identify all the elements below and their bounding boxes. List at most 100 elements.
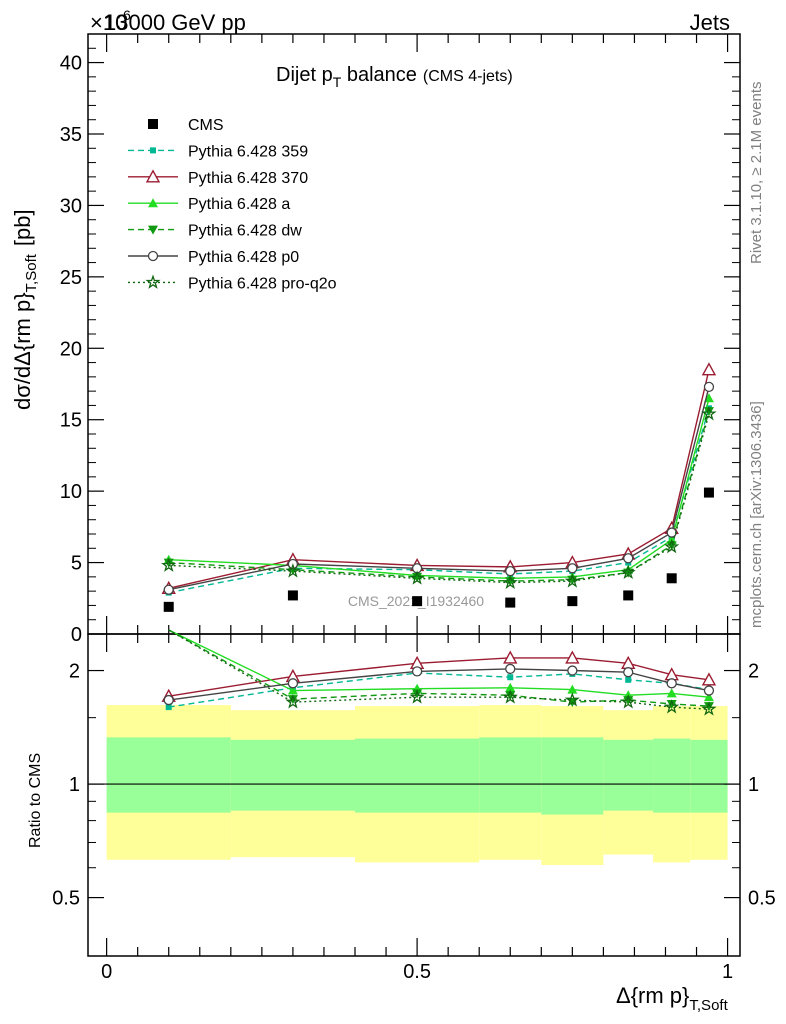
main-y-tick-label: 35 [60, 124, 82, 146]
ratio-series-point [664, 699, 680, 714]
ratio-series-point [412, 689, 423, 699]
series-point [703, 407, 714, 417]
ratio-series-point [503, 650, 518, 664]
series-point [703, 381, 715, 393]
ratio-series-point [666, 688, 677, 698]
series-point [412, 572, 423, 582]
legend-label: CMS [188, 117, 224, 134]
legend-label: Pythia 6.428 370 [188, 170, 308, 187]
ratio-series-point [165, 704, 172, 711]
ratio-series-point [507, 674, 514, 681]
series-point [502, 574, 518, 590]
series-point [664, 538, 680, 554]
main-y-axis: 0 5 10 15 20 25 30 35 40 [60, 47, 740, 646]
ratio-y-tick-label: 0.5 [52, 888, 80, 910]
main-x-axis [106, 34, 729, 634]
cms-data-point [666, 573, 677, 584]
x-tick-label: 0 [101, 961, 112, 983]
cms-data-group [163, 487, 714, 612]
ratio-series-point [409, 689, 425, 704]
ratio-series-point [703, 692, 714, 702]
ratio-y-tick-label: 2 [69, 661, 80, 683]
ratio-series-point [163, 694, 174, 706]
legend-label: Pythia 6.428 pro-q2o [188, 275, 337, 292]
series-line [168, 408, 710, 594]
inner-band [230, 739, 356, 811]
series-point [666, 541, 677, 551]
ratio-series-point [567, 684, 578, 694]
ratio-series-point [620, 694, 636, 709]
cms-data-point [703, 487, 714, 498]
ratio-series-line [168, 629, 710, 710]
ratio-series-line [168, 668, 710, 701]
ratio-series-point [567, 665, 578, 676]
chart-title: Dijet pT balance (CMS 4-jets) [276, 64, 513, 90]
ratio-panel: 0.5 0.5 1 1 2 2 0 0.5 1 Ratio to CMS Δ{rm p}T,S… [27, 629, 776, 1014]
main-y-label: dσ/dΔ{rm p}T,Soft[pb] [10, 209, 40, 410]
main-y-tick-label: 10 [60, 481, 82, 503]
ratio-series-point [701, 701, 717, 716]
ratio-series-line [168, 672, 710, 708]
ratio-series-point [666, 700, 677, 710]
header-right: Jets [690, 10, 730, 35]
main-y-tick-label: 5 [71, 553, 82, 575]
x-axis-label: Δ{rm p}T,Soft [616, 983, 729, 1014]
main-y-tick-label: 0 [71, 624, 82, 646]
series-point [567, 563, 578, 574]
ratio-frame [87, 633, 741, 957]
legend: CMS Pythia 6.428 359 Pythia 6.428 370 Pythi… [128, 117, 337, 292]
ratio-series-point [623, 667, 634, 678]
ratio-series-point [505, 682, 516, 692]
ratio-series-point [703, 702, 714, 712]
main-y-tick-label: 30 [60, 195, 82, 217]
header-left: 13000 GeV pp [104, 10, 246, 35]
ratio-y-tick-label: 1 [69, 774, 80, 796]
exponent-prefix: ×10 [90, 10, 127, 35]
ratio-series-point [505, 691, 516, 701]
series-point [163, 584, 174, 595]
legend-marker [148, 225, 158, 235]
series-point [703, 393, 714, 403]
series-point [505, 565, 516, 577]
inner-band [355, 738, 480, 813]
uncertainty-bands [106, 705, 728, 866]
series-point [409, 570, 425, 585]
cms-data-point [623, 590, 634, 601]
ratio-y-tick-label-right: 1 [748, 774, 759, 796]
cms-data-point [287, 590, 298, 601]
ratio-series-line [168, 657, 710, 697]
series-line [168, 386, 710, 591]
legend-marker [148, 198, 158, 208]
ratio-series-point [703, 685, 715, 696]
cms-data-point [505, 597, 516, 608]
ratio-series-line [168, 629, 710, 698]
series-point [567, 575, 578, 585]
ratio-y-tick-label-right: 2 [748, 661, 759, 683]
x-tick-label: 1 [722, 961, 733, 983]
ratio-series-point [502, 689, 518, 704]
ratio-series-point [564, 692, 580, 707]
x-tick-label: 0.5 [403, 961, 431, 983]
legend-label: Pythia 6.428 dw [188, 223, 302, 240]
ratio-series-point [623, 696, 634, 706]
legend-label: Pythia 6.428 a [188, 196, 290, 213]
series-line [168, 369, 710, 589]
series-line [168, 410, 710, 582]
ratio-series-group [161, 629, 717, 716]
main-y-tick-label: 15 [60, 410, 82, 432]
x-axis: 0 0.5 1 [101, 634, 733, 983]
series-point [564, 573, 580, 588]
main-y-tick-label: 40 [60, 53, 82, 75]
legend-marker [145, 169, 161, 183]
ratio-series-point [287, 678, 299, 689]
ratio-series-point [505, 663, 516, 675]
ratio-series-point [701, 672, 717, 686]
series-point [701, 362, 717, 376]
series-point [161, 557, 177, 572]
inner-band [653, 738, 691, 813]
ratio-y-label: Ratio to CMS [27, 753, 44, 848]
ratio-series-point [287, 685, 298, 695]
main-y-tick-label: 25 [60, 267, 82, 289]
